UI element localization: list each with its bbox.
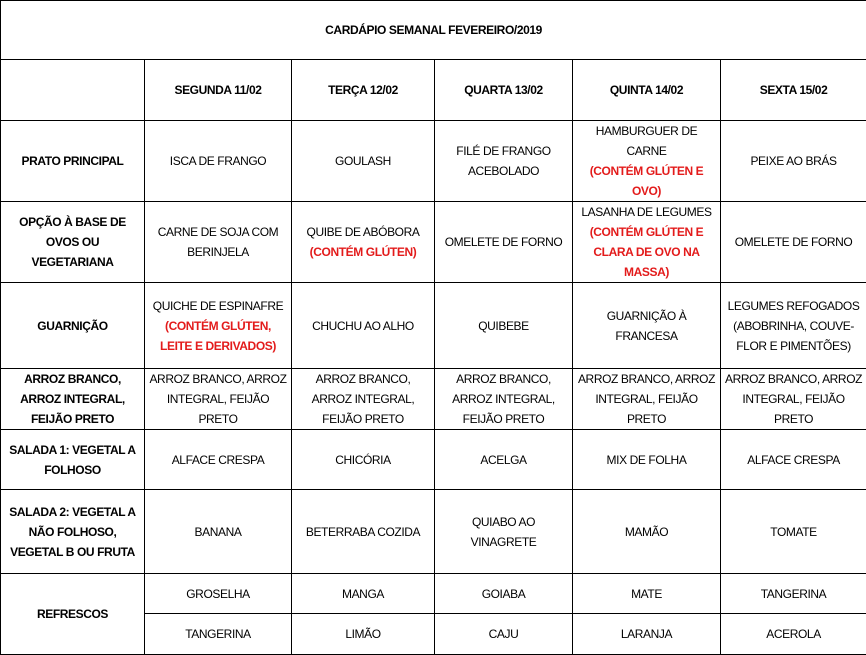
dish-name: LASANHA DE LEGUMES [581,205,711,219]
drink-cell: LARANJA [573,614,721,655]
dish-name: ARROZ BRANCO, ARROZ INTEGRAL, FEIJÃO PRE… [312,372,415,426]
drink-cell: GOIABA [435,574,573,614]
dish-name: MAMÃO [625,525,668,539]
day-header: SEGUNDA 11/02 [145,60,292,121]
dish-name: ALFACE CRESPA [172,453,265,467]
dish-name: OMELETE DE FORNO [445,235,563,249]
dish-name: TOMATE [770,525,817,539]
day-header: TERÇA 12/02 [292,60,435,121]
menu-cell: ISCA DE FRANGO [145,121,292,202]
dish-name: OMELETE DE FORNO [735,235,853,249]
row-label: SALADA 2: VEGETAL A NÃO FOLHOSO, VEGETAL… [1,490,145,574]
menu-cell: CARNE DE SOJA COM BERINJELA [145,202,292,283]
menu-cell: QUIBEBE [435,283,573,369]
day-header: QUARTA 13/02 [435,60,573,121]
menu-cell: LASANHA DE LEGUMES (CONTÉM GLÚTEN E CLARA… [573,202,721,283]
row-label: PRATO PRINCIPAL [1,121,145,202]
menu-title: CARDÁPIO SEMANAL FEVEREIRO/2019 [1,1,866,60]
drink-cell: CAJU [435,614,573,655]
drink-cell: GROSELHA [145,574,292,614]
menu-cell: LEGUMES REFOGADOS (ABOBRINHA, COUVE-FLOR… [721,283,866,369]
dish-name: ACELGA [480,453,526,467]
dish-name: QUIBE DE ABÓBORA [307,225,420,239]
menu-cell: ARROZ BRANCO, ARROZ INTEGRAL, FEIJÃO PRE… [435,369,573,430]
dish-name: QUIBEBE [478,319,529,333]
menu-cell: QUIBE DE ABÓBORA (CONTÉM GLÚTEN) [292,202,435,283]
dish-name: GUARNIÇÃO À FRANCESA [607,309,687,343]
menu-row: PRATO PRINCIPAL ISCA DE FRANGO GOULASH FILÉ… [1,121,866,202]
menu-cell: OMELETE DE FORNO [721,202,866,283]
menu-cell: GUARNIÇÃO À FRANCESA [573,283,721,369]
menu-cell: BETERRABA COZIDA [292,490,435,574]
dish-name: QUIABO AO VINAGRETE [471,515,537,549]
menu-cell: MAMÃO [573,490,721,574]
dish-name: ALFACE CRESPA [747,453,840,467]
menu-row: SALADA 1: VEGETAL A FOLHOSO ALFACE CRESPA… [1,430,866,490]
drink-cell: MANGA [292,574,435,614]
menu-cell: ARROZ BRANCO, ARROZ INTEGRAL, FEIJÃO PRE… [292,369,435,430]
row-label: OPÇÃO À BASE DE OVOS OU VEGETARIANA [1,202,145,283]
dish-name: BANANA [195,525,242,539]
drink-cell: MATE [573,574,721,614]
dish-name: ARROZ BRANCO, ARROZ INTEGRAL, FEIJÃO PRE… [725,372,862,426]
menu-cell: QUIABO AO VINAGRETE [435,490,573,574]
dish-name: GOULASH [335,154,391,168]
header-row: SEGUNDA 11/02 TERÇA 12/02 QUARTA 13/02 Q… [1,60,866,121]
dish-name: ISCA DE FRANGO [170,154,266,168]
menu-cell: CHICÓRIA [292,430,435,490]
dish-name: ARROZ BRANCO, ARROZ INTEGRAL, FEIJÃO PRE… [452,372,555,426]
allergen-note: (CONTÉM GLÚTEN) [295,242,431,262]
dish-name: BETERRABA COZIDA [306,525,420,539]
allergen-note: (CONTÉM GLÚTEN, LEITE E DERIVADOS) [148,316,288,356]
drink-cell: LIMÃO [292,614,435,655]
corner-cell [1,60,145,121]
row-label: GUARNIÇÃO [1,283,145,369]
menu-cell: OMELETE DE FORNO [435,202,573,283]
allergen-note: (CONTÉM GLÚTEN E OVO) [576,161,717,201]
row-label: ARROZ BRANCO, ARROZ INTEGRAL, FEIJÃO PRE… [1,369,145,430]
dish-name: FILÉ DE FRANGO ACEBOLADO [456,144,550,178]
menu-row: ARROZ BRANCO, ARROZ INTEGRAL, FEIJÃO PRE… [1,369,866,430]
menu-cell: ARROZ BRANCO, ARROZ INTEGRAL, FEIJÃO PRE… [721,369,866,430]
drink-cell: TANGERINA [145,614,292,655]
dish-name: LEGUMES REFOGADOS (ABOBRINHA, COUVE-FLOR… [728,299,860,353]
row-label: REFRESCOS [1,574,145,655]
menu-cell: FILÉ DE FRANGO ACEBOLADO [435,121,573,202]
dish-name: QUICHE DE ESPINAFRE [153,299,283,313]
menu-cell: CHUCHU AO ALHO [292,283,435,369]
dish-name: CHUCHU AO ALHO [312,319,414,333]
menu-cell: ARROZ BRANCO, ARROZ INTEGRAL, FEIJÃO PRE… [145,369,292,430]
dish-name: HAMBURGUER DE CARNE [596,124,697,158]
menu-cell: MIX DE FOLHA [573,430,721,490]
drink-cell: TANGERINA [721,574,866,614]
menu-cell: GOULASH [292,121,435,202]
menu-cell: ACELGA [435,430,573,490]
menu-row: OPÇÃO À BASE DE OVOS OU VEGETARIANA CARNE… [1,202,866,283]
menu-row: SALADA 2: VEGETAL A NÃO FOLHOSO, VEGETAL… [1,490,866,574]
day-header: SEXTA 15/02 [721,60,866,121]
dish-name: CHICÓRIA [335,453,390,467]
menu-cell: QUICHE DE ESPINAFRE (CONTÉM GLÚTEN, LEITE… [145,283,292,369]
dish-name: ARROZ BRANCO, ARROZ INTEGRAL, FEIJÃO PRE… [149,372,286,426]
menu-cell: HAMBURGUER DE CARNE(CONTÉM GLÚTEN E OVO) [573,121,721,202]
menu-cell: BANANA [145,490,292,574]
menu-cell: PEIXE AO BRÁS [721,121,866,202]
menu-cell: ARROZ BRANCO, ARROZ INTEGRAL, FEIJÃO PRE… [573,369,721,430]
menu-cell: TOMATE [721,490,866,574]
menu-cell: ALFACE CRESPA [721,430,866,490]
menu-cell: ALFACE CRESPA [145,430,292,490]
menu-row: GUARNIÇÃO QUICHE DE ESPINAFRE (CONTÉM GLÚT… [1,283,866,369]
row-label: SALADA 1: VEGETAL A FOLHOSO [1,430,145,490]
dish-name: PEIXE AO BRÁS [750,154,836,168]
drink-cell: ACEROLA [721,614,866,655]
dish-name: CARNE DE SOJA COM BERINJELA [158,225,279,259]
dish-name: MIX DE FOLHA [607,453,687,467]
dish-name: ARROZ BRANCO, ARROZ INTEGRAL, FEIJÃO PRE… [578,372,715,426]
allergen-note: (CONTÉM GLÚTEN E CLARA DE OVO NA MASSA) [576,222,717,282]
day-header: QUINTA 14/02 [573,60,721,121]
